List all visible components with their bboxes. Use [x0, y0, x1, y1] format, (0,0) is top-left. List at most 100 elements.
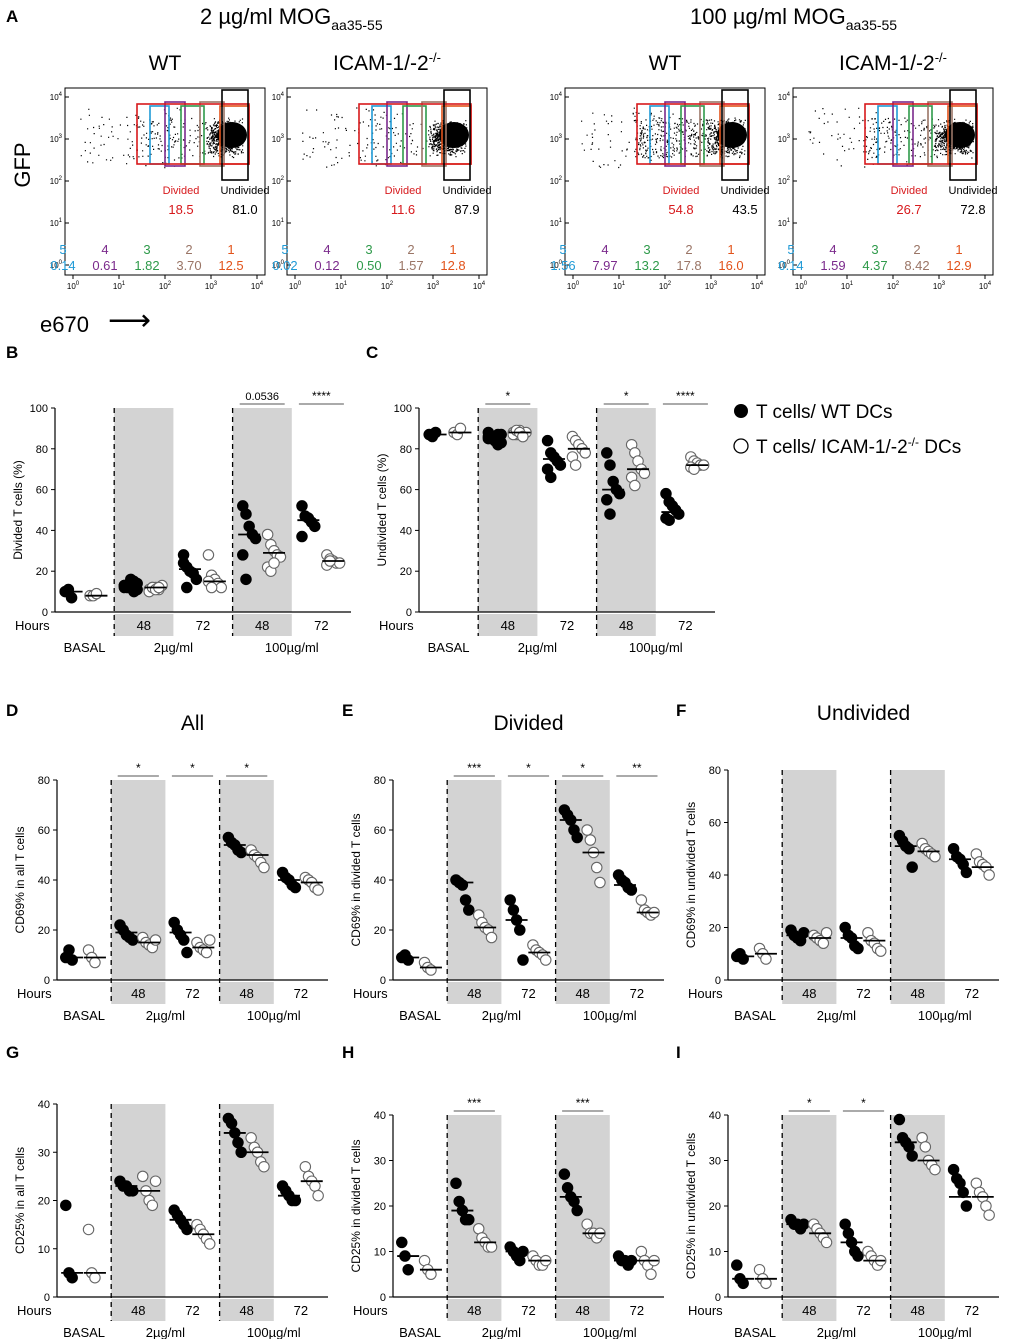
point-ko [590, 861, 603, 874]
gate-gen-2 [421, 101, 447, 167]
point-ko [89, 956, 101, 969]
significance-label: **** [676, 389, 695, 403]
significance-label: * [807, 1096, 812, 1110]
x-tick-label: 103 [427, 281, 440, 291]
hours-72: 72 [630, 1303, 644, 1318]
y-tick-label: 30 [374, 1156, 386, 1168]
gen-percent: 1.82 [134, 258, 159, 273]
point-wt [65, 591, 78, 604]
point-wt [309, 520, 321, 533]
shaded-hours-cell [555, 982, 610, 1004]
point-ko [299, 1160, 312, 1173]
point-ko [594, 876, 606, 889]
y-tick-label: 40 [400, 525, 412, 537]
y-tick-label: 10 [709, 1247, 721, 1259]
y-tick-label: 102 [778, 176, 791, 186]
panel-letter: D [6, 701, 18, 720]
legend-ko-marker [733, 438, 749, 454]
x-tick-label: 100 [795, 281, 808, 291]
point-wt [517, 954, 529, 966]
significance-label: *** [576, 1096, 590, 1110]
point-wt [63, 944, 75, 956]
hours-48: 48 [619, 618, 633, 633]
basal-label: BASAL [63, 1325, 105, 1339]
y-tick-label: 40 [709, 870, 721, 882]
point-wt [541, 434, 554, 447]
hours-72: 72 [965, 986, 979, 1001]
shaded-region [447, 1115, 502, 1297]
gen-label: 3 [143, 242, 150, 257]
hours-72: 72 [521, 1303, 535, 1318]
point-wt [235, 1146, 247, 1159]
point-ko [760, 1277, 772, 1290]
flow-plot: WT 100 100 101 101 102 102 103 103 104 104 Divided U… [550, 52, 770, 291]
y-axis-label: CD25% in undivided T cells [684, 1133, 698, 1279]
point-ko [760, 953, 772, 965]
panel-title: All [181, 712, 204, 735]
hours-48: 48 [501, 618, 515, 633]
shaded-region [782, 1115, 837, 1297]
y-tick-label: 0 [715, 1292, 721, 1304]
point-ko [202, 549, 215, 561]
hours-label: Hours [15, 618, 50, 633]
point-wt [225, 1117, 238, 1130]
hours-48: 48 [131, 1303, 145, 1318]
point-ko [517, 430, 529, 443]
gate-divided [864, 103, 978, 165]
flow-plots: WT 100 100 101 101 102 102 103 103 104 104 Divided U… [50, 50, 998, 291]
panel-b: B 0 20 40 60 80 100 Divided T cells (%) Hours 48 7… [6, 343, 351, 655]
y-tick-label: 100 [50, 260, 63, 270]
conc-left-title: 2 µg/ml MOGaa35-55 [200, 4, 383, 33]
y-axis-label: CD25% in divided T cells [349, 1140, 363, 1273]
flow-plot-title: ICAM-1/-2-/- [333, 50, 441, 75]
hours-label: Hours [17, 1303, 52, 1318]
point-wt [296, 530, 308, 543]
y-tick-label: 40 [709, 1110, 721, 1122]
point-ko [569, 459, 582, 471]
point-wt [235, 846, 247, 859]
gen-label: 3 [871, 242, 878, 257]
basal-label: BASAL [63, 1008, 105, 1023]
point-ko [485, 931, 498, 944]
basal-label: BASAL [399, 1325, 441, 1339]
point-wt [571, 831, 583, 844]
gate-divided [136, 103, 250, 165]
point-ko [425, 1268, 437, 1281]
x-tick-label: 101 [613, 281, 626, 291]
basal-label: BASAL [64, 640, 106, 655]
y-tick-label: 104 [50, 92, 63, 102]
y-axis-label: Undivided T cells (%) [375, 454, 389, 567]
point-wt [737, 1277, 749, 1290]
point-ko [149, 1175, 162, 1187]
y-tick-label: 60 [709, 818, 721, 830]
e670-arrow-icon: ⟶ [108, 304, 151, 337]
divided-label: Divided [891, 185, 928, 197]
hours-48: 48 [575, 1303, 589, 1318]
significance-label: * [624, 389, 629, 403]
gate-undivided [443, 89, 471, 181]
gate-gen-4 [386, 101, 408, 167]
conc-100-label: 100µg/ml [583, 1008, 637, 1023]
gate-gen-4 [892, 101, 914, 167]
x-tick-label: 104 [251, 281, 264, 291]
y-tick-label: 100 [550, 260, 563, 270]
point-ko [261, 528, 274, 541]
point-ko [90, 587, 103, 600]
point-ko [688, 463, 700, 475]
point-ko [136, 1170, 149, 1183]
point-wt [66, 954, 78, 966]
hours-48: 48 [910, 1303, 924, 1318]
hours-label: Hours [353, 1303, 388, 1318]
gen-percent: 1.59 [820, 258, 845, 273]
gen-percent: 16.0 [718, 258, 743, 273]
point-ko [874, 945, 887, 957]
y-tick-label: 40 [38, 875, 50, 887]
hours-48: 48 [575, 986, 589, 1001]
point-ko [820, 926, 833, 939]
point-wt [545, 471, 557, 484]
point-wt [601, 447, 613, 459]
y-tick-label: 100 [30, 403, 48, 415]
point-wt [127, 934, 139, 946]
divided-value: 18.5 [168, 202, 193, 217]
hours-72: 72 [521, 986, 535, 1001]
